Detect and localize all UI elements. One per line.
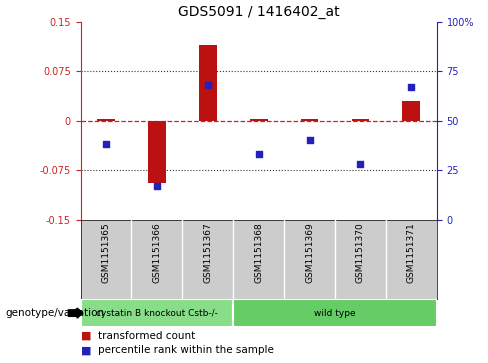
Text: ■: ■ (81, 345, 91, 355)
Point (255, 151, 263, 157)
Bar (199, 45, 217, 121)
Text: ■: ■ (81, 331, 91, 341)
Text: GSM1151365: GSM1151365 (102, 222, 110, 283)
Point (102, 142, 110, 147)
Text: GSM1151366: GSM1151366 (152, 222, 162, 283)
Text: cystatin B knockout Cstb-/-: cystatin B knockout Cstb-/- (96, 309, 218, 318)
Point (153, 183, 161, 189)
Title: GDS5091 / 1416402_at: GDS5091 / 1416402_at (178, 5, 340, 19)
Bar (351, 119, 369, 121)
Text: wild type: wild type (314, 309, 356, 318)
Bar (81, 299, 233, 327)
Bar (97, 119, 115, 121)
Point (204, 82, 212, 88)
Text: percentile rank within the sample: percentile rank within the sample (98, 345, 273, 355)
Bar (403, 101, 420, 121)
Text: GSM1151369: GSM1151369 (305, 222, 314, 283)
Bar (148, 121, 166, 183)
Point (357, 161, 365, 167)
Bar (250, 119, 267, 121)
Text: genotype/variation: genotype/variation (5, 308, 104, 318)
Bar (233, 299, 437, 327)
Text: GSM1151367: GSM1151367 (203, 222, 212, 283)
Point (407, 84, 415, 90)
Point (305, 138, 313, 143)
Text: GSM1151368: GSM1151368 (254, 222, 263, 283)
Bar (301, 119, 319, 121)
Text: GSM1151371: GSM1151371 (407, 222, 416, 283)
Text: GSM1151370: GSM1151370 (356, 222, 365, 283)
Text: transformed count: transformed count (98, 331, 195, 341)
